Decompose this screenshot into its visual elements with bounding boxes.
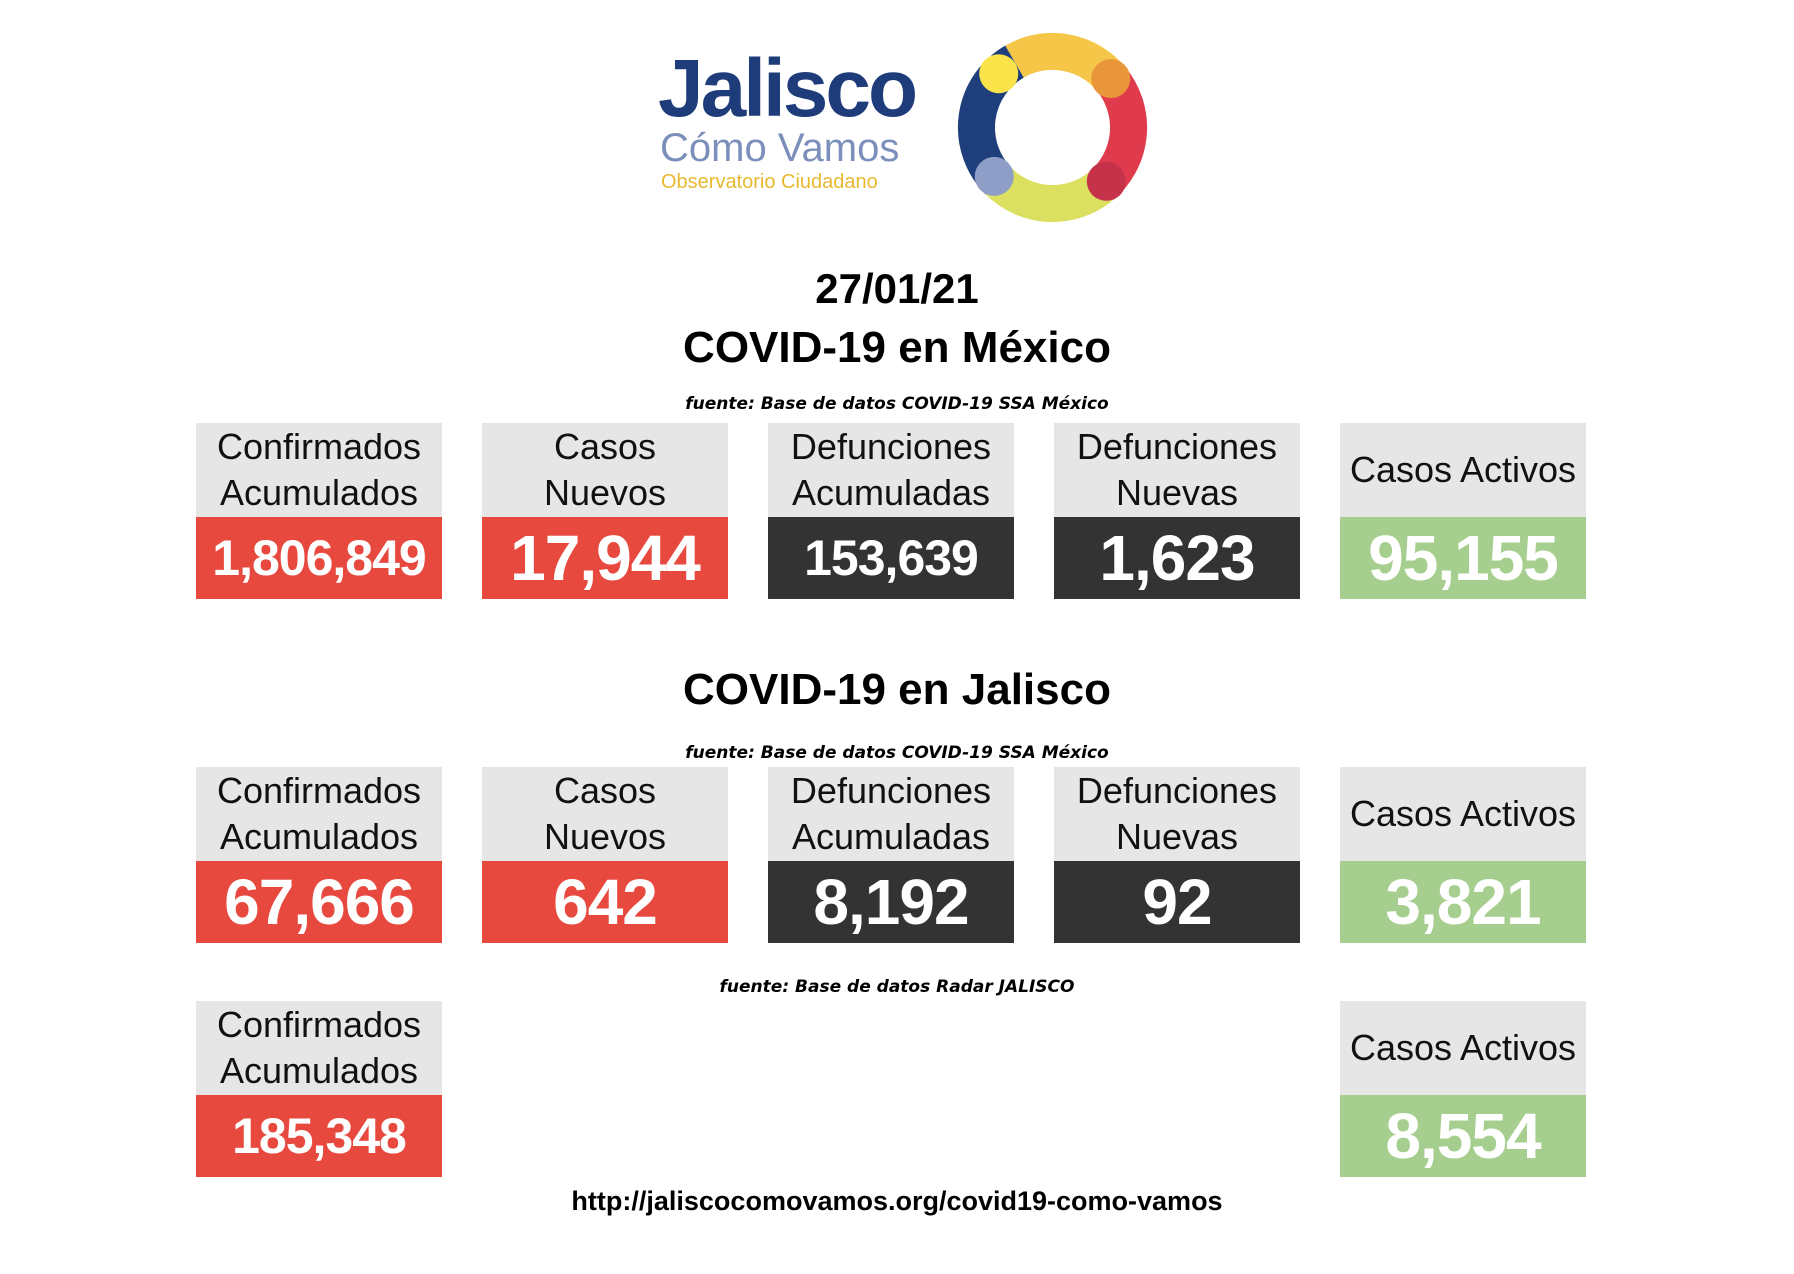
ring-dot <box>1091 59 1131 99</box>
jalisco-new-deaths-card: Defunciones Nuevas 92 <box>1054 767 1300 943</box>
card-value: 1,623 <box>1054 517 1300 599</box>
jalisco-new-cases-card: Casos Nuevos 642 <box>482 767 728 943</box>
card-label: Casos Nuevos <box>482 423 728 517</box>
source-url-link[interactable]: http://jaliscocomovamos.org/covid19-como… <box>571 1186 1223 1216</box>
card-value: 95,155 <box>1340 517 1586 599</box>
logo-ring-icon <box>957 32 1148 223</box>
card-value: 3,821 <box>1340 861 1586 943</box>
jalisco-confirmed-card: Confirmados Acumulados 67,666 <box>196 767 442 943</box>
card-label: Confirmados Acumulados <box>196 423 442 517</box>
mexico-active-card: Casos Activos 95,155 <box>1340 423 1586 599</box>
report-date: 27/01/21 <box>815 265 979 312</box>
ring-dot <box>974 156 1014 196</box>
card-label: Defunciones Acumuladas <box>768 423 1014 517</box>
card-label: Casos Activos <box>1340 767 1586 861</box>
logo-tagline: Observatorio Ciudadano <box>661 171 878 193</box>
mexico-new-cases-card: Casos Nuevos 17,944 <box>482 423 728 599</box>
card-value: 92 <box>1054 861 1300 943</box>
logo-subtitle: Cómo Vamos <box>660 126 900 170</box>
card-value: 153,639 <box>768 517 1014 599</box>
jalisco-source: fuente: Base de datos COVID-19 SSA Méxic… <box>685 743 1109 763</box>
mexico-new-deaths-card: Defunciones Nuevas 1,623 <box>1054 423 1300 599</box>
card-value: 67,666 <box>196 861 442 943</box>
radar-source: fuente: Base de datos Radar JALISCO <box>719 977 1075 997</box>
card-value: 642 <box>482 861 728 943</box>
jalisco-title: COVID-19 en Jalisco <box>683 665 1111 714</box>
card-label: Confirmados Acumulados <box>196 1001 442 1095</box>
mexico-source: fuente: Base de datos COVID-19 SSA Méxic… <box>685 394 1109 414</box>
ring-dot <box>979 54 1019 94</box>
card-label: Defunciones Nuevas <box>1054 423 1300 517</box>
radar-active-card: Casos Activos 8,554 <box>1340 1001 1586 1177</box>
card-label: Casos Activos <box>1340 1001 1586 1095</box>
card-label: Confirmados Acumulados <box>196 767 442 861</box>
card-label: Defunciones Acumuladas <box>768 767 1014 861</box>
mexico-deaths-card: Defunciones Acumuladas 153,639 <box>768 423 1014 599</box>
logo-title: Jalisco <box>658 43 918 134</box>
card-value: 185,348 <box>196 1095 442 1177</box>
jalisco-active-card: Casos Activos 3,821 <box>1340 767 1586 943</box>
card-value: 1,806,849 <box>196 517 442 599</box>
radar-confirmed-card: Confirmados Acumulados 185,348 <box>196 1001 442 1177</box>
card-label: Casos Nuevos <box>482 767 728 861</box>
card-label: Casos Activos <box>1340 423 1586 517</box>
card-value: 8,554 <box>1340 1095 1586 1177</box>
ring-segment <box>985 167 1114 223</box>
mexico-confirmed-card: Confirmados Acumulados 1,806,849 <box>196 423 442 599</box>
card-value: 17,944 <box>482 517 728 599</box>
card-label: Defunciones Nuevas <box>1054 767 1300 861</box>
jalisco-deaths-card: Defunciones Acumuladas 8,192 <box>768 767 1014 943</box>
ring-dot <box>1086 161 1126 201</box>
card-value: 8,192 <box>768 861 1014 943</box>
mexico-title: COVID-19 en México <box>683 323 1111 372</box>
